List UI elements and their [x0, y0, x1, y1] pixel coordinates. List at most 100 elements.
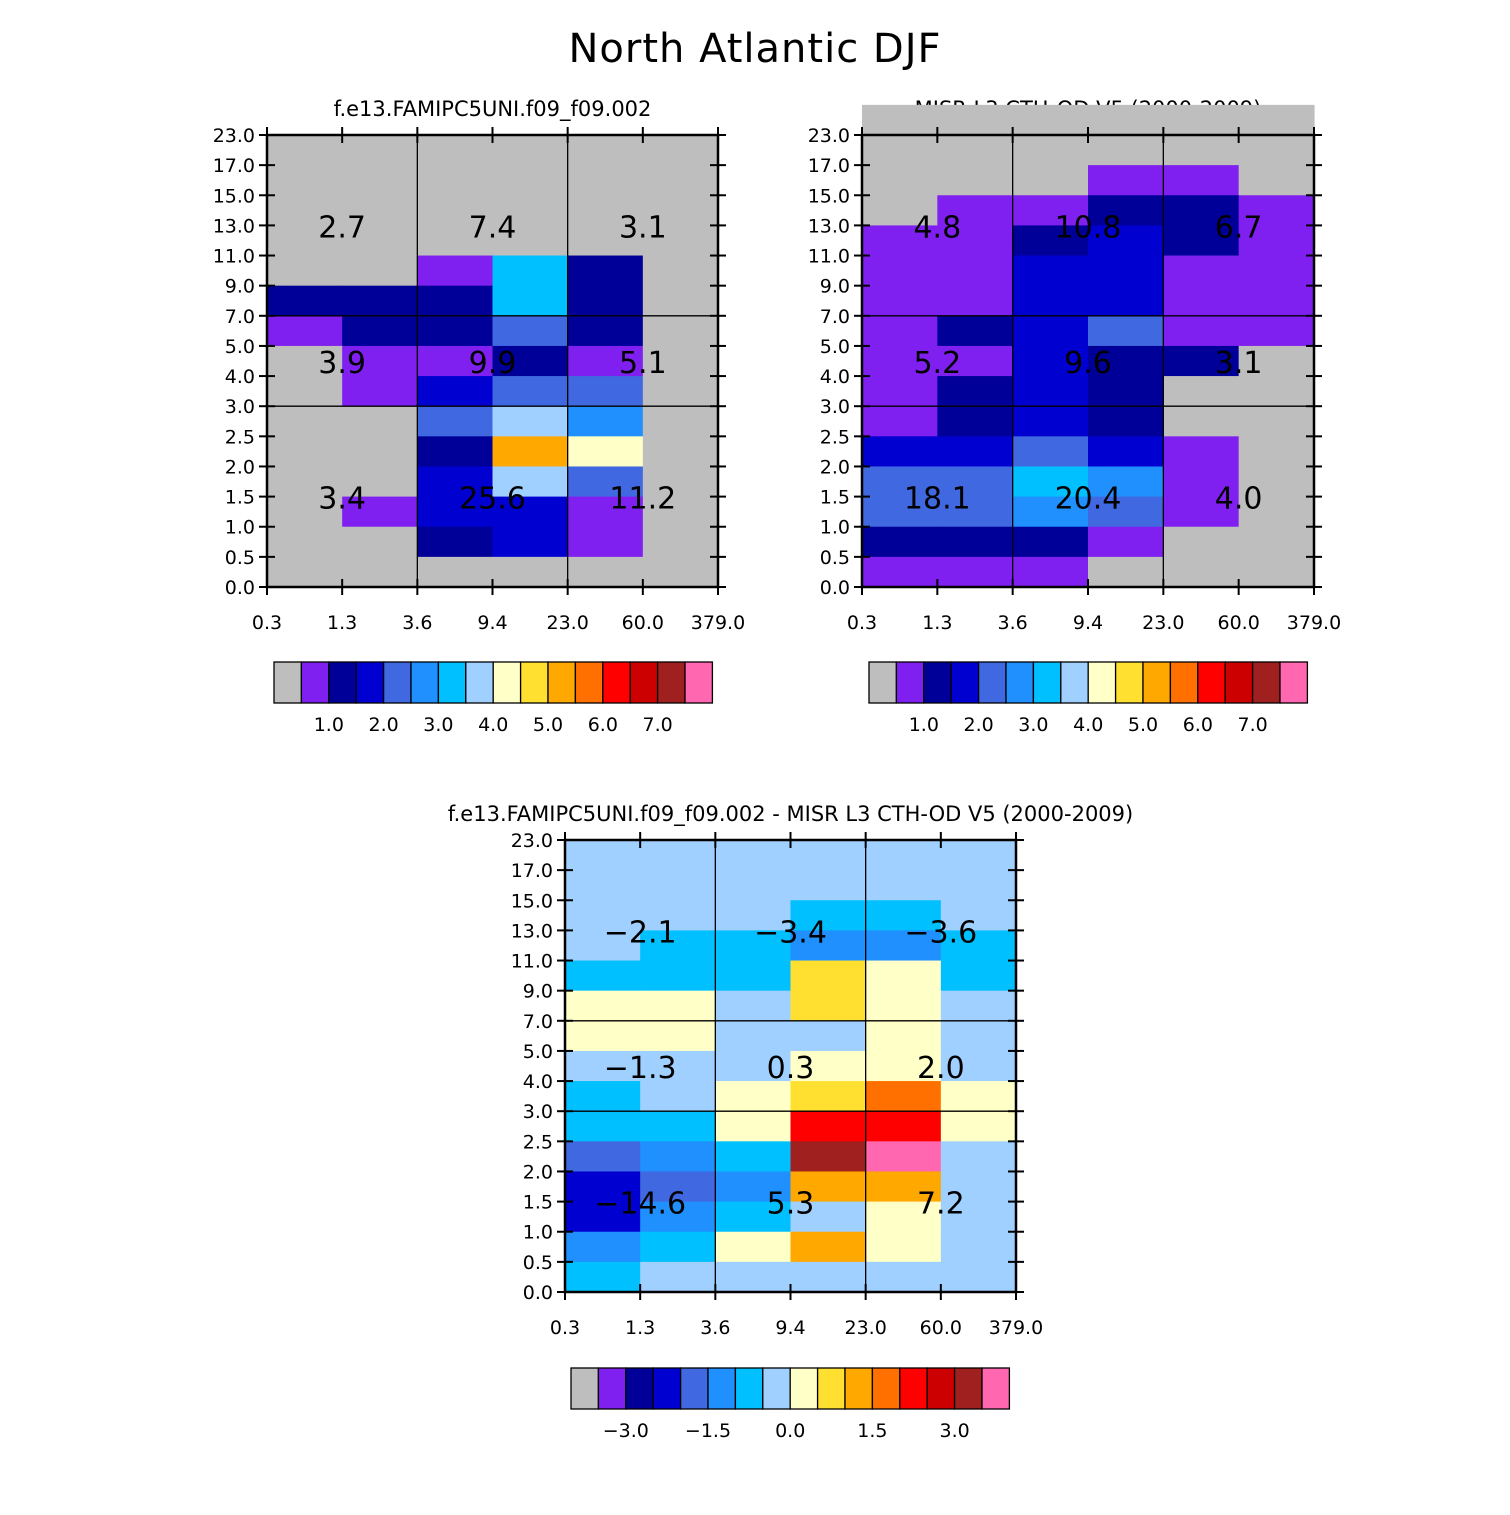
heatmap-cell	[937, 526, 1014, 558]
colorbar-swatch	[844, 1367, 874, 1410]
heatmap-cell	[492, 225, 569, 257]
heatmap-cell	[1238, 165, 1315, 196]
heatmap-cell	[417, 285, 494, 317]
box-value-label: −2.1	[604, 915, 677, 950]
heatmap-cell	[567, 255, 644, 287]
heatmap-cell	[1088, 135, 1164, 166]
x-tick-label: 379.0	[691, 612, 745, 634]
heatmap-cell	[417, 556, 494, 588]
heatmap-cell	[1163, 285, 1240, 317]
heatmap-cell	[715, 1261, 792, 1293]
heatmap-cell	[565, 990, 641, 1022]
heatmap-cell	[642, 225, 719, 257]
heatmap-cell	[715, 1020, 792, 1052]
heatmap-cell	[865, 1141, 942, 1173]
box-value-label: 6.7	[1215, 210, 1263, 245]
heatmap-cell	[342, 466, 418, 498]
heatmap-cell	[567, 345, 644, 377]
x-tick-label: 0.3	[550, 1317, 580, 1339]
box-value-label: 4.8	[913, 210, 961, 245]
heatmap-cell	[937, 496, 1014, 528]
heatmap-cell	[715, 1171, 792, 1203]
colorbar-swatch	[437, 661, 467, 704]
heatmap-cell	[640, 870, 716, 901]
colorbar-label: 5.0	[1128, 714, 1158, 736]
heatmap-cell	[790, 1050, 867, 1082]
heatmap-cell	[1012, 556, 1089, 588]
y-tick-label: 23.0	[808, 125, 850, 147]
heatmap-cell	[642, 135, 719, 166]
y-tick-label: 7.0	[523, 1011, 553, 1033]
heatmap-cell	[940, 1201, 1017, 1233]
heatmap-cell	[567, 135, 644, 166]
heatmap-cell	[1012, 376, 1089, 407]
heatmap-cell	[790, 960, 867, 992]
panel-title: f.e13.FAMIPC5UNI.f09_f09.002 - MISR L3 C…	[448, 802, 1133, 827]
heatmap-cell	[267, 135, 343, 166]
heatmap-cell	[267, 556, 343, 588]
heatmap-cell	[417, 436, 494, 468]
heatmap-cell	[342, 225, 418, 257]
colorbar-swatch	[597, 1367, 627, 1410]
heatmap-cell	[862, 195, 938, 226]
heatmap-cell	[642, 526, 719, 558]
heatmap-cell	[865, 1231, 942, 1263]
heatmap-cell	[1163, 556, 1240, 588]
heatmap-cell	[790, 870, 867, 901]
x-tick-label: 1.3	[922, 612, 952, 634]
heatmap-cell	[940, 1261, 1017, 1293]
heatmap-cell	[1238, 526, 1315, 558]
heatmap-cells	[565, 840, 1017, 1293]
heatmap-cell	[865, 1081, 942, 1112]
colorbar-swatch	[923, 661, 952, 704]
y-tick-label: 13.0	[511, 920, 553, 942]
heatmap-cell	[1238, 496, 1315, 528]
heatmap-cell	[1163, 345, 1240, 377]
y-tick-label: 0.5	[523, 1252, 553, 1274]
heatmap-cell	[865, 1261, 942, 1293]
colorbar-swatch	[871, 1367, 901, 1410]
y-tick-label: 11.0	[511, 951, 553, 973]
y-tick-label: 13.0	[808, 215, 850, 237]
heatmap-cell	[715, 960, 792, 992]
heatmap-cell	[492, 285, 569, 317]
colorbar-label: 1.0	[314, 714, 344, 736]
heatmap-cell	[1088, 436, 1164, 468]
heatmap-cell	[937, 556, 1014, 588]
colorbar-swatch	[652, 1367, 682, 1410]
y-tick-label: 23.0	[511, 830, 553, 852]
heatmap-cell	[492, 315, 569, 347]
heatmap-cell	[417, 376, 494, 407]
colorbar-swatch	[981, 1367, 1011, 1410]
heatmap-cell	[567, 195, 644, 226]
heatmap-cell	[417, 225, 494, 257]
y-tick-label: 3.0	[820, 396, 850, 418]
heatmap-cell	[1238, 345, 1315, 377]
heatmap-cell	[862, 436, 938, 468]
heatmap-panel-diff: f.e13.FAMIPC5UNI.f09_f09.002 - MISR L3 C…	[448, 802, 1133, 1442]
y-tick-label: 1.5	[523, 1192, 553, 1214]
heatmap-cells	[267, 135, 719, 588]
y-tick-label: 0.0	[820, 577, 850, 599]
y-tick-label: 2.5	[820, 426, 850, 448]
colorbar-swatch	[465, 661, 494, 704]
box-value-label: 9.9	[469, 346, 517, 381]
heatmap-cell	[940, 1231, 1017, 1263]
heatmap-cell	[1088, 526, 1164, 558]
colorbar-swatch	[707, 1367, 737, 1410]
heatmap-cell	[342, 376, 418, 407]
heatmap-cell	[790, 930, 867, 962]
heatmap-cell	[567, 526, 644, 558]
box-value-label: 7.2	[917, 1187, 965, 1222]
heatmap-cell	[342, 315, 418, 347]
heatmap-cell	[862, 466, 938, 498]
heatmap-cell	[640, 1201, 716, 1233]
heatmap-cell	[1163, 406, 1240, 437]
x-tick-label: 9.4	[1073, 612, 1103, 634]
heatmap-cell	[862, 165, 938, 196]
colorbar-swatch	[625, 1367, 654, 1410]
heatmap-cell	[1012, 195, 1089, 226]
box-value-label: 2.7	[318, 210, 366, 245]
heatmap-cell	[267, 436, 343, 468]
heatmap-cell	[567, 466, 644, 498]
